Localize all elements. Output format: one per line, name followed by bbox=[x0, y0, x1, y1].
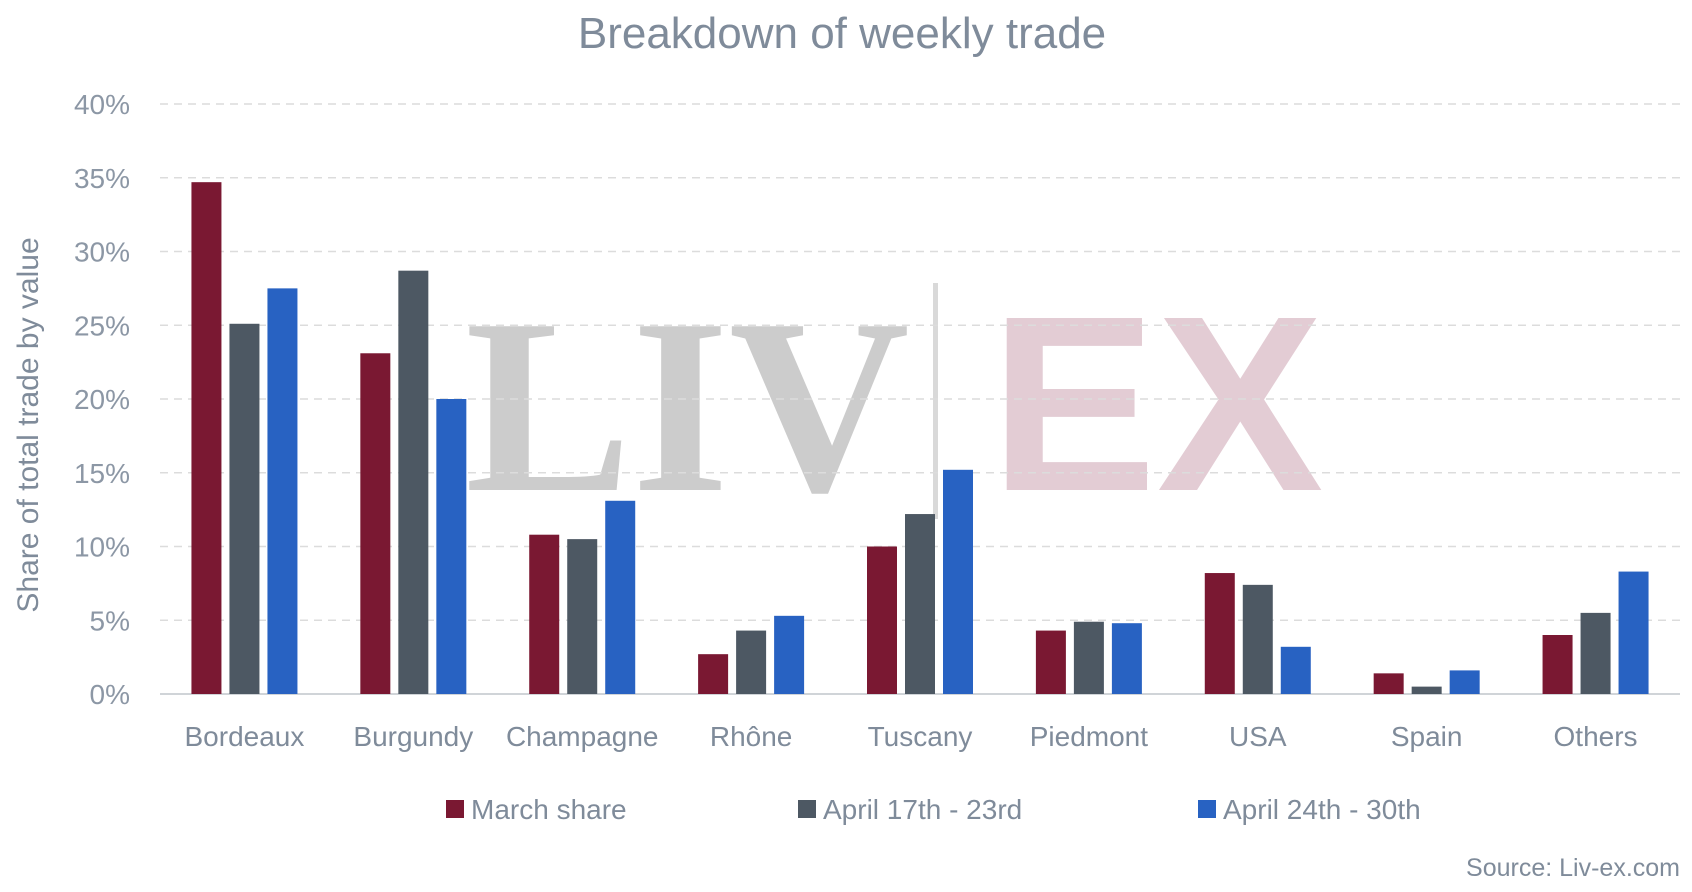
bar bbox=[567, 539, 598, 694]
bar bbox=[360, 353, 391, 694]
bar bbox=[605, 500, 636, 694]
y-axis-ticks: 0% 5% 10% 15% 20% 25% 30% 35% 40% bbox=[74, 89, 130, 710]
bars bbox=[191, 182, 1649, 695]
legend-label: March share bbox=[471, 794, 627, 825]
bar bbox=[1449, 670, 1480, 694]
source-note: Source: Liv-ex.com bbox=[1466, 854, 1680, 882]
x-category-label: Bordeaux bbox=[185, 721, 305, 752]
bar bbox=[1580, 612, 1611, 694]
bar bbox=[1204, 573, 1235, 694]
watermark-divider bbox=[933, 283, 938, 519]
bar bbox=[1373, 673, 1404, 694]
bar bbox=[905, 514, 935, 694]
bar bbox=[1111, 623, 1142, 694]
x-category-label: Rhône bbox=[710, 721, 793, 752]
bar bbox=[529, 534, 560, 694]
bar bbox=[736, 630, 767, 694]
x-category-label: Champagne bbox=[506, 721, 659, 752]
y-tick-label: 5% bbox=[90, 605, 130, 636]
bar bbox=[267, 288, 298, 694]
bar bbox=[1542, 635, 1573, 694]
x-category-label: USA bbox=[1229, 721, 1287, 752]
bar bbox=[229, 323, 260, 694]
legend-swatch bbox=[798, 800, 816, 818]
y-tick-label: 35% bbox=[74, 163, 130, 194]
y-tick-label: 25% bbox=[74, 310, 130, 341]
y-tick-label: 20% bbox=[74, 384, 130, 415]
bar bbox=[698, 654, 729, 694]
bar bbox=[1618, 571, 1649, 694]
x-category-label: Spain bbox=[1391, 721, 1463, 752]
y-tick-label: 30% bbox=[74, 237, 130, 268]
chart-title: Breakdown of weekly trade bbox=[578, 9, 1106, 58]
bar bbox=[1411, 686, 1442, 694]
y-tick-label: 10% bbox=[74, 532, 130, 563]
bar bbox=[1280, 646, 1311, 694]
bar bbox=[1073, 621, 1104, 694]
y-axis-label: Share of total trade by value bbox=[12, 237, 45, 612]
liv-ex-watermark: LIV EX bbox=[465, 264, 1324, 545]
watermark-liv: LIV bbox=[465, 268, 910, 545]
y-tick-label: 40% bbox=[74, 89, 130, 120]
legend-label: April 24th - 30th bbox=[1223, 794, 1421, 825]
bar bbox=[943, 469, 973, 694]
y-tick-label: 15% bbox=[74, 458, 130, 489]
bar bbox=[774, 615, 805, 694]
legend-label: April 17th - 23rd bbox=[823, 794, 1022, 825]
bar bbox=[398, 270, 429, 694]
x-category-label: Piedmont bbox=[1030, 721, 1149, 752]
y-tick-label: 0% bbox=[90, 679, 130, 710]
x-category-label: Tuscany bbox=[868, 721, 973, 752]
legend-swatch bbox=[446, 800, 464, 818]
x-category-label: Others bbox=[1554, 721, 1638, 752]
watermark-ex: EX bbox=[990, 264, 1324, 543]
bar bbox=[867, 546, 897, 694]
x-category-label: Burgundy bbox=[353, 721, 473, 752]
legend: March share April 17th - 23rd April 24th -… bbox=[446, 794, 1421, 825]
bar bbox=[1242, 584, 1273, 694]
bar bbox=[191, 182, 222, 695]
x-axis-categories: Bordeaux Burgundy Champagne Rhône Tuscany Pie… bbox=[185, 721, 1638, 752]
bar bbox=[436, 399, 467, 694]
legend-swatch bbox=[1198, 800, 1216, 818]
bar bbox=[1035, 630, 1066, 694]
